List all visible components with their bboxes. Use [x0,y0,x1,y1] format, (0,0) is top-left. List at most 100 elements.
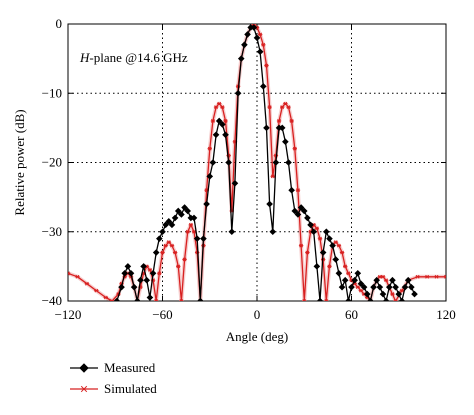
point-measured [373,276,381,284]
point-measured [360,283,368,291]
point-simulated-d2 [444,276,446,279]
point-simulated-d2 [337,243,341,248]
point-measured [121,269,129,277]
point-measured [322,228,330,236]
point-simulated [415,274,420,279]
point-simulated [343,264,348,269]
point-simulated [314,226,320,231]
point-simulated-d2 [217,101,222,106]
annotation-italic: H [79,50,90,65]
point-simulated [336,243,342,248]
point-simulated-d2 [318,236,322,241]
point-measured [385,283,393,291]
point-simulated [358,288,364,293]
point-measured [178,211,185,218]
point-simulated [270,174,275,179]
point-simulated-d2 [157,271,162,276]
point-simulated-d2 [155,299,159,301]
y-tick-label: −20 [42,155,62,170]
point-measured [193,235,201,242]
point-measured [241,41,248,49]
point-measured [401,283,409,291]
point-simulated [302,299,307,301]
point-simulated [210,119,216,123]
point-measured [367,297,374,301]
point-measured [282,138,289,146]
point-measured [225,159,232,166]
legend-diamond [79,363,89,373]
point-measured [319,249,327,256]
point-simulated-d2 [305,250,310,255]
legend-asterisk [80,385,88,393]
point-measured [174,207,182,215]
point-measured [313,263,321,270]
point-simulated [166,240,171,245]
point-simulated-d2 [327,264,332,269]
point-simulated-d2 [346,271,351,276]
point-simulated [443,274,446,279]
point-simulated [383,278,389,283]
point-simulated-d2 [192,229,196,234]
point-simulated-d2 [258,32,263,37]
point-measured [184,207,192,215]
point-measured [389,276,396,284]
point-measured [376,283,384,291]
point-simulated [393,299,398,301]
point-measured [196,297,204,301]
point-simulated [399,288,405,293]
point-simulated-d2 [333,240,338,245]
point-simulated [179,299,184,301]
point-simulated-d2 [381,274,385,279]
point-simulated [103,295,108,300]
x-axis-label: Angle (deg) [226,329,288,344]
point-simulated [188,222,194,227]
point-simulated-d1 [393,299,397,301]
point-simulated [355,285,360,290]
point-simulated [339,250,345,255]
point-measured [222,131,229,139]
annotation-rest: -plane @14.6 GHz [89,50,187,65]
point-measured [237,55,245,62]
point-simulated-d1 [179,299,183,301]
point-simulated-d2 [68,271,70,275]
point-simulated-d2 [277,119,281,123]
point-measured [206,173,214,180]
point-measured [297,204,305,211]
point-simulated-d2 [283,101,288,106]
point-simulated [346,271,351,276]
point-simulated [160,250,165,255]
point-simulated-d2 [296,188,300,193]
point-simulated-d1 [154,299,157,301]
point-measured [259,83,267,90]
point-simulated-d2 [270,174,275,179]
point-simulated-d2 [355,285,360,290]
point-measured [392,283,399,291]
point-simulated [157,271,162,276]
legend-marker-measured [79,363,89,373]
point-simulated [434,274,439,279]
y-tick-label: −30 [42,224,62,239]
point-simulated-d2 [220,105,225,109]
point-simulated-d2 [211,119,215,123]
point-measured [329,242,336,249]
point-measured [404,276,412,284]
point-simulated-d2 [75,274,80,279]
point-measured [310,228,318,236]
point-measured [269,228,277,236]
point-simulated [298,243,304,248]
point-simulated-d2 [434,274,439,279]
point-simulated [286,105,291,109]
point-measured [250,24,258,31]
point-simulated-d1 [302,299,305,301]
point-simulated-d2 [148,267,152,272]
point-measured [263,124,270,132]
point-simulated [292,146,297,151]
point-measured [209,159,217,166]
point-simulated [109,299,115,301]
point-simulated [185,229,190,234]
point-measured [253,34,261,42]
point-measured [200,235,207,242]
series-layer [68,24,446,301]
point-measured [357,280,365,287]
point-simulated-d1 [253,24,256,26]
